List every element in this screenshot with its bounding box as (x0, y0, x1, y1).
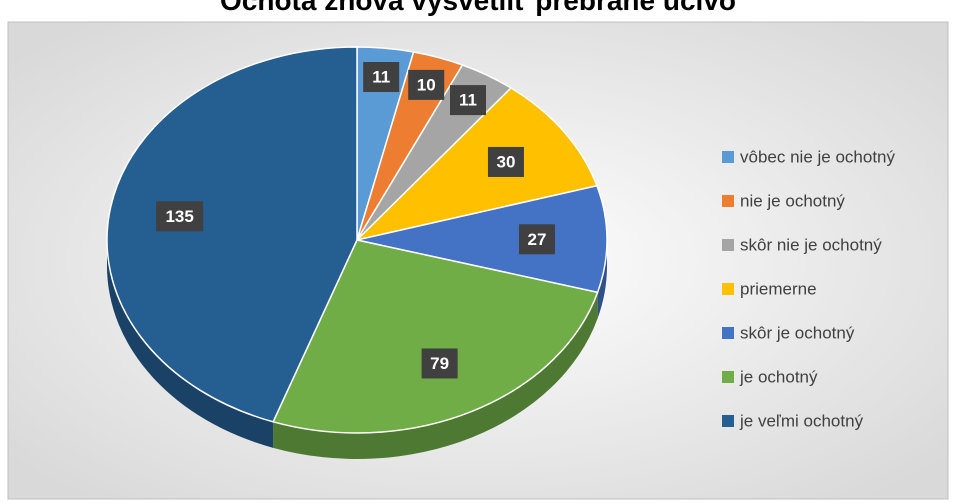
data-label: 11 (372, 68, 390, 87)
slice (106, 46, 358, 423)
slice-side (107, 240, 274, 448)
legend-label: je ochotný (739, 368, 818, 387)
data-labels: 11 10 11 30 27 79 135 (156, 62, 555, 379)
data-label-box (487, 146, 524, 177)
legend-swatch (722, 415, 734, 427)
legend-label: skôr nie je ochotný (740, 236, 882, 255)
chart-title: Ochota znova vysvetliť prebrané učivo (220, 0, 736, 16)
legend-swatch (722, 239, 734, 251)
data-label: 30 (496, 152, 515, 171)
legend-swatch (722, 371, 734, 383)
legend-swatch (722, 327, 734, 339)
legend: vôbec nie je ochotný nie je ochotný skôr n… (722, 148, 895, 431)
data-label-box (449, 85, 486, 116)
data-label: 10 (417, 75, 436, 94)
legend-label: priemerne (740, 280, 817, 299)
slice-side (273, 292, 598, 459)
data-label-box (363, 62, 400, 93)
data-label-box (518, 224, 555, 255)
data-label: 11 (459, 91, 477, 110)
data-label: 27 (528, 230, 547, 249)
legend-label: skôr je ochotný (740, 324, 855, 343)
data-label: 135 (165, 207, 193, 226)
legend-swatch (722, 283, 734, 295)
legend-label: vôbec nie je ochotný (740, 148, 895, 167)
data-label-box (156, 201, 204, 232)
data-label-box (421, 348, 458, 379)
data-label-box (408, 69, 445, 100)
data-label: 79 (430, 354, 449, 373)
legend-label: je veľmi ochotný (739, 412, 864, 431)
legend-label: nie je ochotný (740, 192, 845, 211)
pie (106, 46, 608, 459)
legend-swatch (722, 195, 734, 207)
slice (356, 184, 608, 294)
slice (354, 87, 598, 242)
legend-swatch (722, 151, 734, 163)
slice (272, 239, 599, 434)
